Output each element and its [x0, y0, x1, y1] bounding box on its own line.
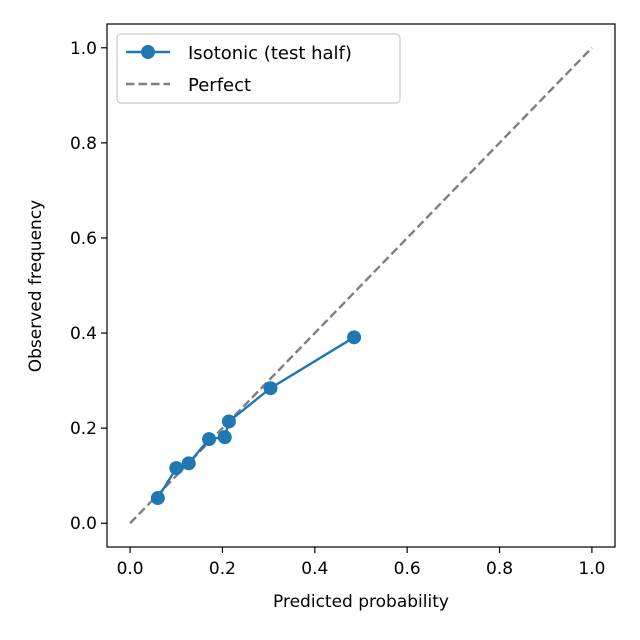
legend-box: [116, 33, 401, 104]
y-tick-label: 0.2: [70, 419, 97, 439]
y-axis-label: Observed frequency: [26, 200, 46, 372]
axis-ticks: 0.0 0.2 0.4 0.6 0.8 1.0 0.0 0.2 0.4 0.6 0.8 1.0: [70, 39, 605, 579]
y-tick-label: 0.6: [70, 229, 97, 249]
legend: Isotonic (test half) Perfect: [116, 33, 401, 104]
series-isotonic-point: [263, 381, 278, 396]
series-isotonic-point: [347, 330, 362, 345]
series-isotonic-point: [202, 432, 217, 447]
x-tick-label: 1.0: [578, 559, 605, 579]
x-tick-label: 0.0: [117, 559, 144, 579]
series-isotonic-point: [217, 430, 232, 445]
series-isotonic-point: [169, 461, 184, 476]
series-isotonic-point: [150, 491, 165, 506]
x-axis-label: Predicted probability: [273, 592, 449, 612]
y-tick-label: 0.8: [70, 134, 97, 154]
series-isotonic-point: [221, 414, 236, 429]
y-tick-label: 0.4: [70, 324, 97, 344]
x-tick-label: 0.2: [209, 559, 236, 579]
y-tick-label: 1.0: [70, 39, 97, 59]
plot-area: [129, 46, 593, 525]
y-tick-label: 0.0: [70, 514, 97, 534]
plot-frame: [106, 23, 616, 548]
x-tick-label: 0.8: [486, 559, 513, 579]
x-tick-label: 0.4: [301, 559, 328, 579]
x-tick-label: 0.6: [394, 559, 421, 579]
series-isotonic-point: [181, 456, 196, 471]
legend-label-perfect: Perfect: [188, 75, 251, 96]
legend-marker-isotonic: [141, 45, 155, 59]
series-perfect-line: [129, 46, 593, 525]
legend-label-isotonic: Isotonic (test half): [188, 43, 352, 64]
